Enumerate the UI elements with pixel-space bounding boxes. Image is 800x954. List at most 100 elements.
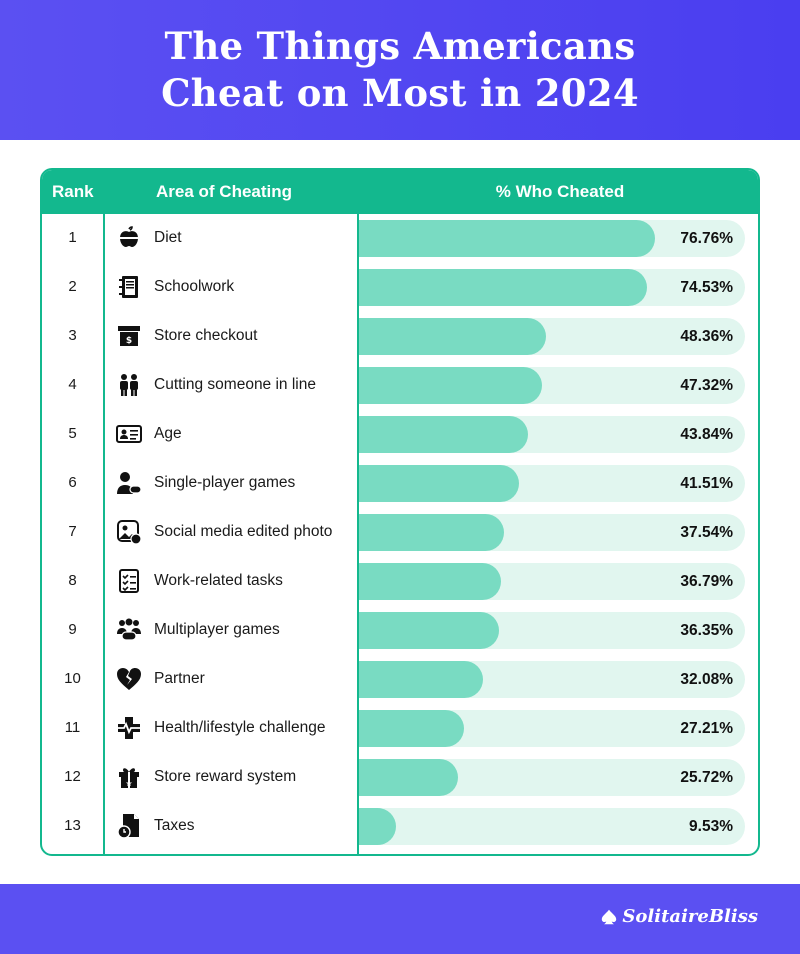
area-label: Age [154,425,182,442]
broken-heart-icon [116,666,142,692]
rank-cell: 2 [68,278,77,295]
area-label: Multiplayer games [154,621,280,638]
bar-track: 36.35% [359,612,745,649]
table-row: 7 Social media edited photo 37.54% [42,508,758,557]
svg-text:$: $ [126,336,132,346]
rank-cell: 8 [68,572,77,589]
cheating-table: Rank Area of Cheating % Who Cheated 1 Die… [40,168,760,856]
table-row: 8 Work-related tasks 36.79% [42,557,758,606]
rank-cell: 12 [64,768,81,785]
area-label: Schoolwork [154,278,235,295]
percent-label: 41.51% [680,475,733,492]
checklist-icon [116,568,142,594]
tax-document-icon [116,813,142,839]
bar-track: 48.36% [359,318,745,355]
rank-cell: 7 [68,523,77,540]
bar [359,514,504,551]
gamer-icon [116,470,142,496]
table-row: 2 Schoolwork 74.53% [42,263,758,312]
gift-icon: ★ [116,764,142,790]
percent-label: 32.08% [680,671,733,688]
bar-track: 27.21% [359,710,745,747]
group-icon [116,617,142,643]
bar-track: 9.53% [359,808,745,845]
bar [359,367,542,404]
table-row: 13 Taxes 9.53% [42,802,758,851]
bar-track: 25.72% [359,759,745,796]
rank-cell: 9 [68,621,77,638]
bar-track: 41.51% [359,465,745,502]
percent-label: 43.84% [680,426,733,443]
bar-track: 37.54% [359,514,745,551]
bar-track: 43.84% [359,416,745,453]
bar-track: 76.76% [359,220,745,257]
bar [359,465,520,502]
header-banner: The Things Americans Cheat on Most in 20… [0,0,800,140]
bar [359,661,483,698]
bar-track: 32.08% [359,661,745,698]
rank-cell: 6 [68,474,77,491]
table-row: 10 Partner 32.08% [42,655,758,704]
people-icon [116,372,142,398]
area-label: Partner [154,670,205,687]
bar [359,563,501,600]
cash-register-icon: $ [116,323,142,349]
rank-cell: 1 [68,229,77,246]
bar-track: 47.32% [359,367,745,404]
apple-icon [116,225,142,251]
percent-label: 27.21% [680,720,733,737]
health-icon [116,715,142,741]
table-row: 3 $ Store checkout 48.36% [42,312,758,361]
percent-label: 9.53% [689,818,733,835]
area-label: Store checkout [154,327,258,344]
table-row: 1 Diet 76.76% [42,214,758,263]
brand-name: SolitaireBliss [622,906,758,927]
table-row: 4 Cutting someone in line 47.32% [42,361,758,410]
column-divider [357,214,359,854]
percent-label: 36.79% [680,573,733,590]
rank-cell: 13 [64,817,81,834]
bar-track: 74.53% [359,269,745,306]
bar [359,318,546,355]
rank-cell: 10 [64,670,81,687]
rank-cell: 11 [64,719,81,736]
area-label: Health/lifestyle challenge [154,719,326,736]
bar [359,808,396,845]
bar [359,269,647,306]
header-percent: % Who Cheated [495,182,625,201]
table-row: 5 Age 43.84% [42,410,758,459]
bar [359,612,500,649]
bar [359,220,656,257]
id-card-icon [116,421,142,447]
notebook-icon [116,274,142,300]
percent-label: 76.76% [680,230,733,247]
bar [359,759,459,796]
footer-banner: SolitaireBliss [0,884,800,954]
area-label: Store reward system [154,768,297,785]
page-title: The Things Americans Cheat on Most in 20… [161,23,639,117]
area-label: Cutting someone in line [154,376,316,393]
area-label: Work-related tasks [154,572,283,589]
rank-cell: 4 [68,376,77,393]
percent-label: 48.36% [680,328,733,345]
area-label: Social media edited photo [154,523,333,540]
rank-cell: 5 [68,425,77,442]
brand-logo: SolitaireBliss [600,906,758,927]
bar [359,710,465,747]
table-row: 6 Single-player games 41.51% [42,459,758,508]
table-row: 9 Multiplayer games 36.35% [42,606,758,655]
bar-track: 36.79% [359,563,745,600]
percent-label: 47.32% [680,377,733,394]
header-rank: Rank [52,182,94,201]
percent-label: 74.53% [680,279,733,296]
photo-icon [116,519,142,545]
area-label: Diet [154,229,182,246]
area-label: Taxes [154,817,195,834]
percent-label: 37.54% [680,524,733,541]
area-label: Single-player games [154,474,296,491]
spade-icon [602,909,617,924]
header-area: Area of Cheating [156,182,293,201]
svg-text:★: ★ [125,779,132,788]
percent-label: 36.35% [680,622,733,639]
table-row: 11 Health/lifestyle challenge 27.21% [42,704,758,753]
